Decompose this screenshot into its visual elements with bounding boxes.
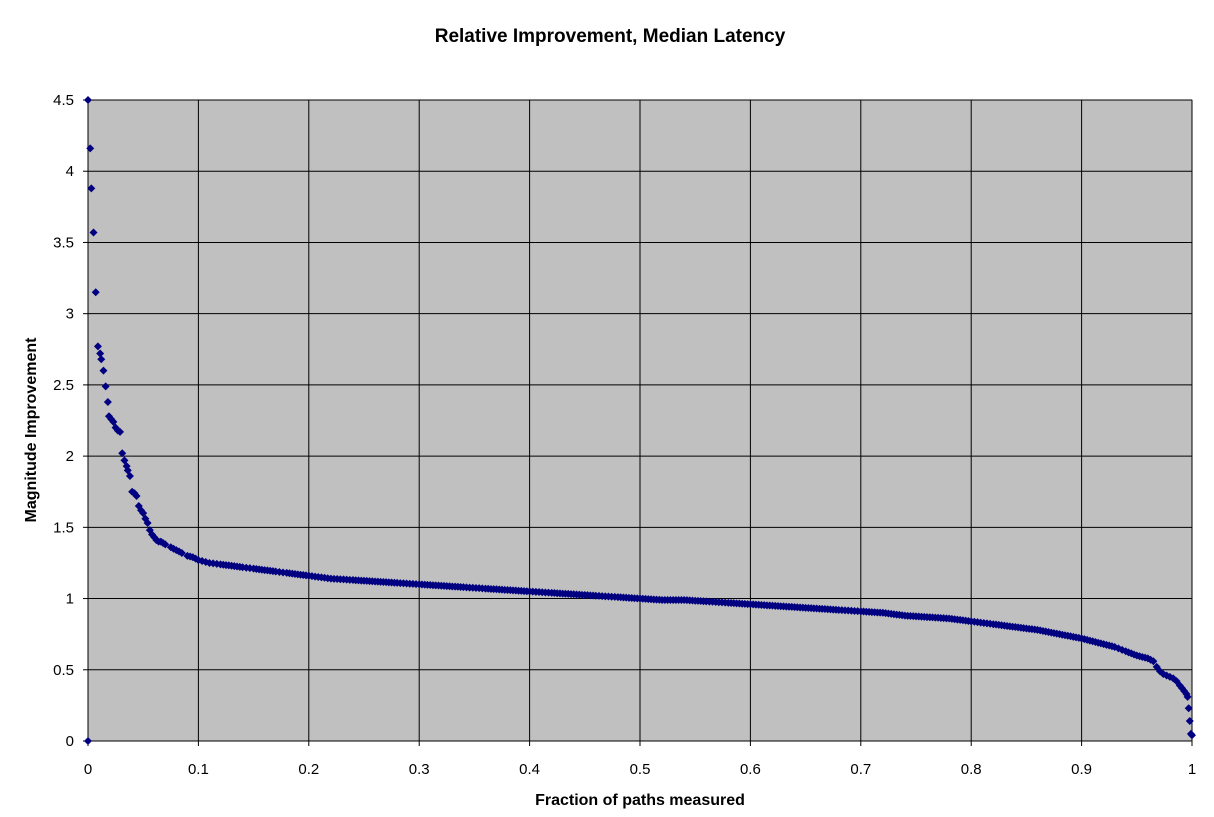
x-tick-label: 0.8	[961, 761, 982, 778]
chart-title: Relative Improvement, Median Latency	[435, 26, 786, 47]
data-point	[132, 491, 141, 500]
data-point	[99, 366, 108, 375]
x-tick-label: 0.3	[409, 761, 430, 778]
data-point	[1149, 657, 1158, 666]
x-axis-title: Fraction of paths measured	[535, 792, 745, 809]
data-point	[91, 288, 100, 297]
y-tick-label: 3	[66, 306, 74, 323]
data-point	[177, 548, 186, 557]
x-tick-label: 1	[1188, 761, 1196, 778]
data-points	[84, 96, 1196, 745]
data-point	[120, 456, 129, 465]
x-tick-label: 0.4	[519, 761, 540, 778]
y-tick-label: 3.5	[53, 234, 74, 251]
y-tick-label: 1.5	[53, 519, 74, 536]
x-axis-ticks: 0 0.1 0.2 0.3 0.4 0.5 0.6 0.7 0.8 0.9 1	[84, 741, 1196, 778]
y-axis-ticks: 0 0.5 1 1.5 2 2.5 3 3.5 4 4.5	[53, 92, 88, 750]
data-point	[101, 382, 110, 391]
y-tick-label: 2	[66, 448, 74, 465]
data-point	[103, 397, 112, 406]
data-point	[93, 342, 102, 351]
data-point	[89, 228, 98, 237]
x-tick-label: 0.9	[1071, 761, 1092, 778]
data-point	[116, 427, 125, 436]
x-tick-label: 0.1	[188, 761, 209, 778]
x-tick-label: 0	[84, 761, 92, 778]
y-tick-label: 0.5	[53, 662, 74, 679]
y-tick-label: 4.5	[53, 92, 74, 109]
data-point	[1183, 692, 1192, 701]
x-tick-label: 0.6	[740, 761, 761, 778]
y-axis-title: Magnitude Improvement	[23, 337, 40, 523]
data-point	[96, 349, 105, 358]
data-point	[118, 449, 127, 458]
x-tick-label: 0.7	[850, 761, 871, 778]
data-point	[1188, 731, 1196, 740]
grid-lines	[87, 99, 1193, 742]
data-point	[125, 472, 134, 481]
x-tick-label: 0.5	[630, 761, 651, 778]
y-tick-label: 1	[66, 591, 74, 608]
data-point	[161, 540, 170, 549]
data-point	[87, 184, 96, 193]
data-point	[84, 96, 92, 104]
data-point	[143, 519, 152, 528]
x-tick-label: 0.2	[298, 761, 319, 778]
y-tick-label: 4	[66, 163, 74, 180]
y-tick-label: 0	[66, 733, 74, 750]
data-point	[86, 144, 95, 153]
data-point	[84, 737, 92, 745]
data-point	[1184, 704, 1193, 713]
data-point	[1185, 717, 1194, 726]
data-point	[97, 355, 106, 364]
y-tick-label: 2.5	[53, 377, 74, 394]
